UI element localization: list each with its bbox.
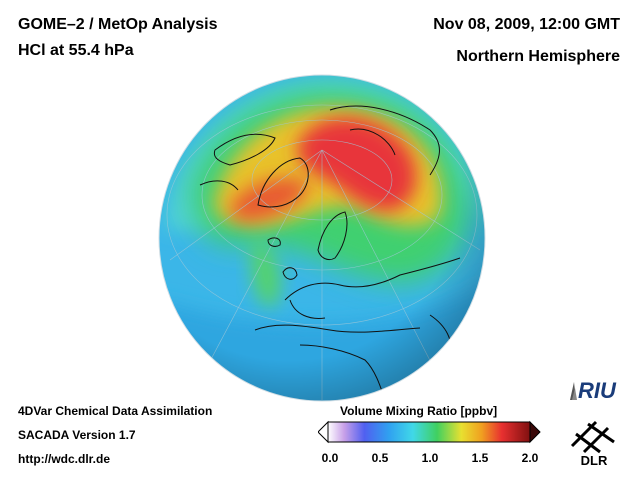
colorbar-tick: 0.5	[371, 451, 389, 465]
title-line-2: HCl at 55.4 hPa	[18, 42, 134, 59]
riu-logo: RIU	[570, 378, 617, 403]
dlr-logo-text: DLR	[581, 453, 608, 468]
date-label: Nov 08, 2009, 12:00 GMT	[433, 16, 620, 33]
colorbar-tick: 0.0	[321, 451, 339, 465]
colorbar-title: Volume Mixing Ratio [ppbv]	[340, 404, 498, 418]
footer-line-2: SACADA Version 1.7	[18, 428, 136, 442]
hcl-field	[159, 75, 485, 401]
colorbar-tick: 2.0	[521, 451, 539, 465]
svg-text:RIU: RIU	[578, 378, 617, 403]
colorbar-tick: 1.5	[471, 451, 489, 465]
colorbar	[318, 420, 541, 444]
footer-url: http://wdc.dlr.de	[18, 452, 110, 466]
region-label: Northern Hemisphere	[456, 48, 620, 65]
colorbar-tick: 1.0	[421, 451, 439, 465]
footer-line-1: 4DVar Chemical Data Assimilation	[18, 404, 213, 418]
title-line-1: GOME–2 / MetOp Analysis	[18, 16, 218, 33]
dlr-logo: DLR	[570, 420, 615, 468]
